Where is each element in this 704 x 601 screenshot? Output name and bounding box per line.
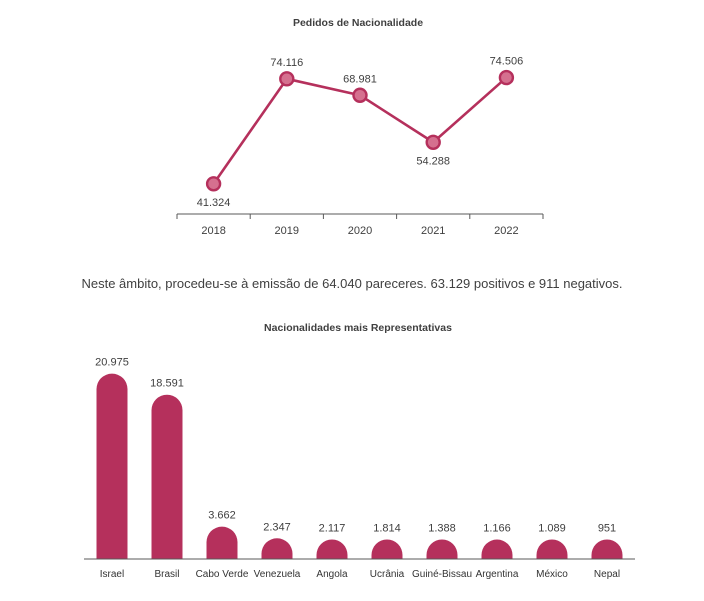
bar <box>426 539 458 559</box>
bar-category-label: Venezuela <box>254 569 301 580</box>
line-point <box>498 69 515 86</box>
bar <box>316 539 348 559</box>
bar-data-label: 1.089 <box>538 523 566 535</box>
bar-category-label: Cabo Verde <box>196 569 249 580</box>
line-data-label: 68.981 <box>343 73 377 85</box>
bar-category-label: Nepal <box>594 569 620 580</box>
line-chart-x-tick-label: 2022 <box>494 225 518 237</box>
bar-chart-title: Nacionalidades mais Representativas <box>264 322 452 334</box>
line-data-label: 74.506 <box>490 56 524 68</box>
line-point <box>425 134 441 150</box>
bar-category-label: México <box>536 569 568 580</box>
line-chart: Pedidos de Nacionalidade 2018 2019 2020 202… <box>176 17 544 237</box>
bar <box>591 539 623 559</box>
line-data-label: 74.116 <box>270 57 303 69</box>
bar-data-label: 18.591 <box>150 378 184 390</box>
bar-data-label: 2.347 <box>263 521 291 533</box>
line-chart-x-tick-label: 2018 <box>201 225 225 237</box>
bar-category-label: Guiné-Bissau <box>412 569 472 580</box>
bar-category-label: Israel <box>100 569 124 580</box>
bar <box>206 526 238 559</box>
bar-data-label: 3.662 <box>208 510 236 522</box>
bar-category-label: Ucrânia <box>370 569 405 580</box>
line-data-label: 54.288 <box>416 155 450 167</box>
summary-paragraph: Neste âmbito, procedeu-se à emissão de 6… <box>81 276 623 291</box>
bar-data-label: 2.117 <box>319 523 346 535</box>
bar <box>96 373 128 559</box>
bar-data-label: 1.814 <box>373 523 401 535</box>
bar-data-label: 1.388 <box>428 523 456 535</box>
line-chart-title: Pedidos de Nacionalidade <box>293 17 423 29</box>
bar <box>151 394 183 559</box>
bar-category-label: Argentina <box>476 569 519 580</box>
line-chart-x-tick-label: 2019 <box>275 225 299 237</box>
bar-category-label: Angola <box>316 569 348 580</box>
bar <box>261 538 293 559</box>
line-chart-x-tick-label: 2021 <box>421 225 445 237</box>
bar <box>536 539 568 559</box>
bar-category-label: Brasil <box>154 569 179 580</box>
bar-data-label: 20.975 <box>95 357 129 369</box>
line-data-label: 41.324 <box>197 197 231 209</box>
bar-data-label: 1.166 <box>483 523 511 535</box>
bar <box>371 539 403 559</box>
bar-data-label: 951 <box>598 523 616 535</box>
bar <box>481 539 513 559</box>
line-chart-x-tick-label: 2020 <box>348 225 372 237</box>
line-point <box>352 87 368 103</box>
line-point <box>279 71 295 87</box>
line-point <box>205 176 222 192</box>
